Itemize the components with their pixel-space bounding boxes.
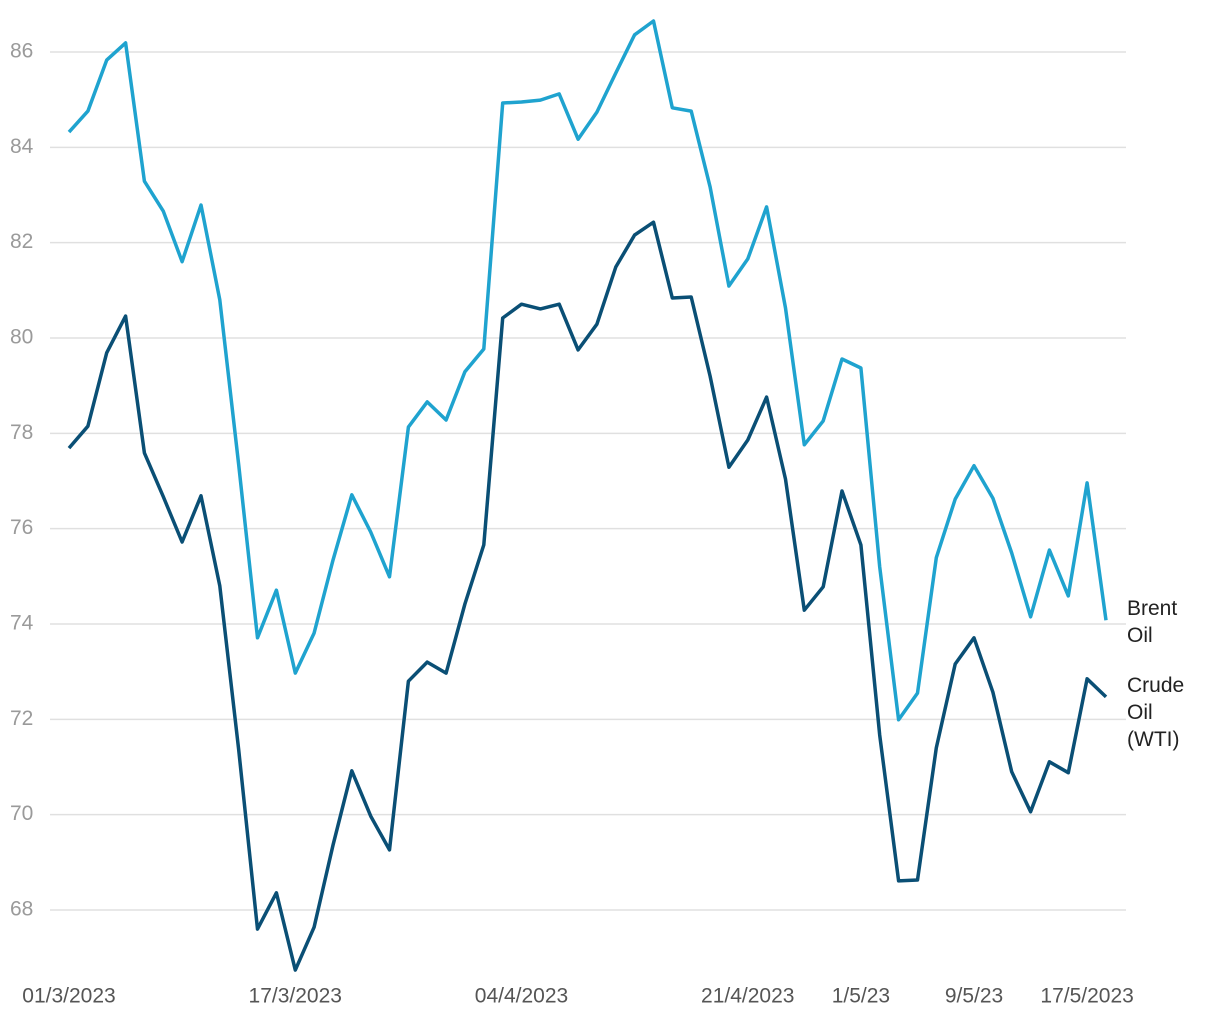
x-tick-label: 01/3/2023 (22, 985, 115, 1008)
y-tick-label: 70 (10, 802, 33, 825)
series-label: Crude Oil (WTI) (1127, 673, 1185, 751)
y-tick-label: 86 (10, 40, 33, 63)
x-tick-label: 9/5/23 (945, 985, 1003, 1008)
y-tick-label: 68 (10, 898, 33, 921)
y-tick-label: 78 (10, 421, 33, 444)
y-tick-label: 82 (10, 230, 33, 253)
y-tick-label: 80 (10, 326, 33, 349)
y-tick-label: 72 (10, 707, 33, 730)
x-tick-label: 17/3/2023 (249, 985, 342, 1008)
y-tick-label: 84 (10, 135, 34, 158)
x-tick-label: 21/4/2023 (701, 985, 794, 1008)
y-tick-label: 74 (10, 612, 34, 635)
x-tick-label: 1/5/23 (832, 985, 890, 1008)
y-tick-label: 76 (10, 516, 33, 539)
x-tick-label: 17/5/2023 (1040, 985, 1133, 1008)
x-tick-label: 04/4/2023 (475, 985, 568, 1008)
series-line (67, 19, 1108, 722)
series-label: Brent Oil (1127, 597, 1178, 648)
series-line (67, 220, 1108, 972)
